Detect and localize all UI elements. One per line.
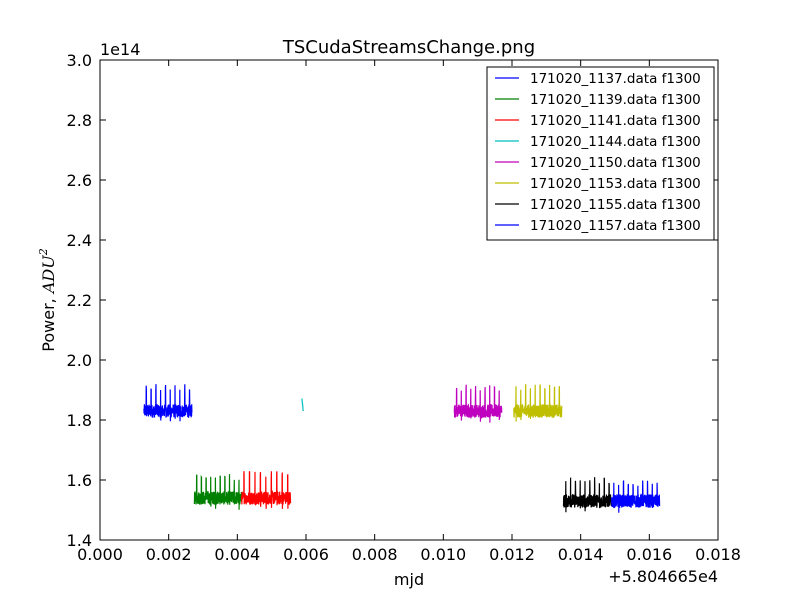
x-tick-label: 0.004 xyxy=(214,545,260,564)
legend-label-0: 171020_1137.data f1300 xyxy=(530,71,701,87)
y-tick-label: 3.0 xyxy=(67,51,92,70)
series-line-5 xyxy=(513,384,563,422)
y-axis-label: Power, ADU2 xyxy=(37,248,58,351)
x-tick-label: 0.012 xyxy=(489,545,535,564)
y-tick-label: 1.8 xyxy=(67,411,92,430)
legend-label-2: 171020_1141.data f1300 xyxy=(530,113,701,129)
series-line-7 xyxy=(611,480,661,513)
chart-title: TSCudaStreamsChange.png xyxy=(282,37,535,58)
legend-label-3: 171020_1144.data f1300 xyxy=(530,134,701,150)
x-tick-label: 0.010 xyxy=(420,545,466,564)
legend-label-4: 171020_1150.data f1300 xyxy=(530,155,701,171)
y-tick-label: 1.6 xyxy=(67,471,92,490)
x-axis-label: mjd xyxy=(394,570,424,589)
y-axis: 1.4 1.6 1.8 2.0 2.2 2.4 2.6 2.8 3.0 xyxy=(67,51,718,550)
legend-label-6: 171020_1155.data f1300 xyxy=(530,197,701,213)
x-tick-label: 0.016 xyxy=(626,545,672,564)
y-tick-label: 2.8 xyxy=(67,111,92,130)
y-scale-label: 1e14 xyxy=(100,40,140,59)
series-line-4 xyxy=(453,384,503,423)
x-tick-label: 0.006 xyxy=(283,545,329,564)
x-tick-label: 0.014 xyxy=(558,545,604,564)
series-line-3 xyxy=(301,398,304,412)
x-tick-label: 0.008 xyxy=(352,545,398,564)
legend-label-7: 171020_1157.data f1300 xyxy=(530,218,701,234)
x-offset-label: +5.804665e4 xyxy=(608,567,718,586)
y-tick-label: 2.0 xyxy=(67,351,92,370)
y-axis-label-text: Power, xyxy=(39,293,58,352)
y-tick-label: 1.4 xyxy=(67,531,92,550)
x-tick-label: 0.002 xyxy=(146,545,192,564)
legend: 171020_1137.data f1300 171020_1139.data f… xyxy=(486,66,715,241)
series-line-6 xyxy=(562,477,613,513)
x-tick-label: 0.000 xyxy=(77,545,123,564)
series-line-0 xyxy=(143,384,193,422)
y-axis-label-math: ADU xyxy=(39,255,58,295)
x-axis: 0.000 0.002 0.004 0.006 0.008 0.010 0.012 0.014… xyxy=(77,60,741,564)
series-layer xyxy=(143,384,661,513)
legend-frame xyxy=(486,66,715,241)
x-tick-label: 0.018 xyxy=(695,545,741,564)
y-tick-label: 2.6 xyxy=(67,171,92,190)
series-line-2 xyxy=(240,471,292,509)
y-tick-label: 2.2 xyxy=(67,291,92,310)
legend-label-5: 171020_1153.data f1300 xyxy=(530,176,701,192)
y-axis-label-sup: 2 xyxy=(37,248,50,256)
legend-label-1: 171020_1139.data f1300 xyxy=(530,92,701,108)
svg-text:Power, ADU2: Power, ADU2 xyxy=(37,248,58,351)
y-tick-label: 2.4 xyxy=(67,231,92,250)
series-line-1 xyxy=(193,474,243,510)
